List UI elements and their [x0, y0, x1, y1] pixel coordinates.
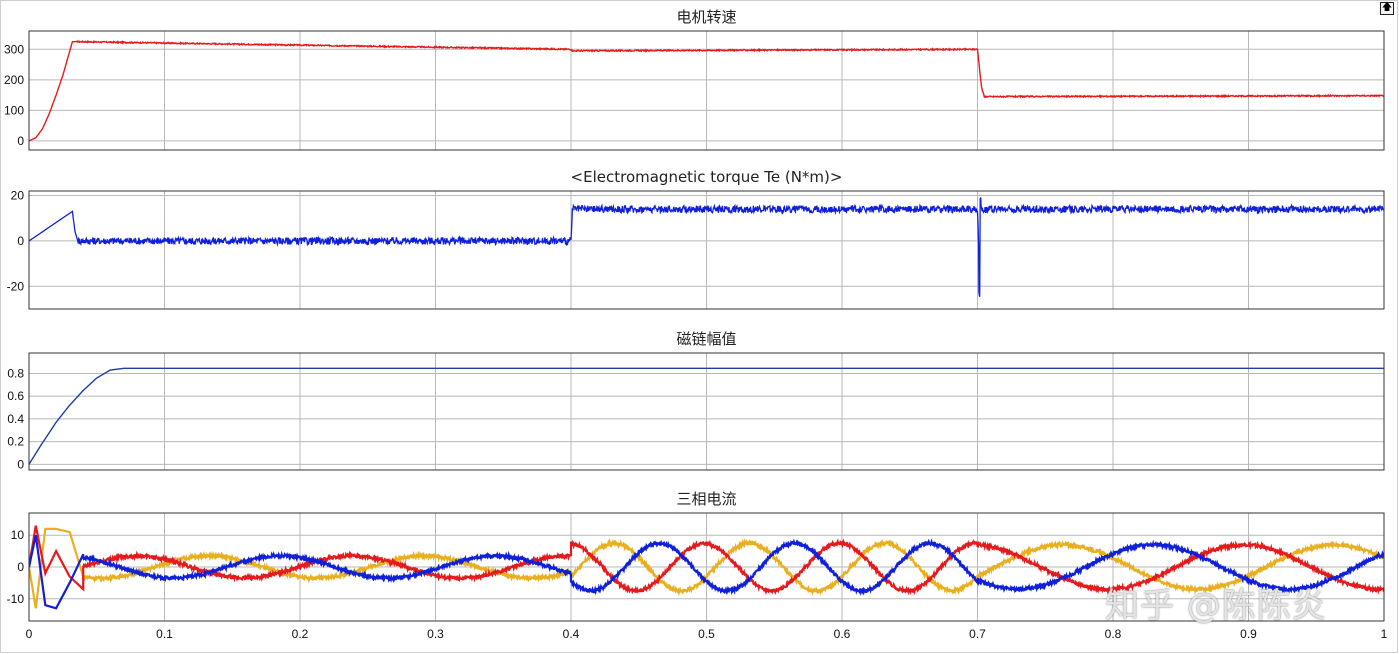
axes-border: [28, 190, 1385, 310]
x-tick-label: 0.9: [1240, 627, 1257, 641]
y-tick-label: 0: [17, 234, 24, 248]
y-tick-label: 0: [17, 457, 24, 471]
axes-panel-1: 电机转速 0 100 200 300: [4, 8, 1385, 151]
series-line-3-1: [29, 367, 1384, 465]
axes-title-4: 三相电流: [676, 490, 736, 508]
x-tick-label: 0.8: [1105, 627, 1122, 641]
y-tick-label: -20: [7, 279, 25, 293]
y-tick-label: 10: [11, 528, 25, 542]
restore-up-arrow-icon[interactable]: 🡅: [1380, 2, 1394, 15]
axes-panel-4: 三相电流 -10 0 10 0 0.1 0.2 0.3 0.4 0.5 0.6 0.7 0.8 0.9 1: [7, 490, 1388, 641]
series-line-4-3: [29, 534, 1384, 610]
axes-title-1: 电机转速: [676, 8, 736, 26]
axes-title-2: <Electromagnetic torque Te (N*m)>: [571, 168, 843, 186]
y-tick-label: 0.4: [7, 412, 24, 426]
y-tick-label: 300: [4, 42, 24, 56]
x-tick-label: 0.4: [563, 627, 580, 641]
series-line-2-1: [29, 197, 1384, 297]
y-tick-label: 0.8: [7, 366, 24, 380]
y-tick-label: 0: [17, 560, 24, 574]
y-tick-label: 200: [4, 73, 24, 87]
x-tick-label: 0.2: [292, 627, 309, 641]
x-tick-label: 0: [26, 627, 33, 641]
y-tick-label: 0.6: [7, 389, 24, 403]
y-tick-label: 0.2: [7, 435, 24, 449]
x-tick-label: 0.3: [427, 627, 444, 641]
y-tick-label: -10: [7, 592, 25, 606]
watermark-text: 知乎 @陈陈炎: [1105, 586, 1327, 626]
axes-panel-3: 磁链幅值 0 0.2 0.4 0.6 0.8: [7, 330, 1385, 471]
x-tick-label: 0.1: [156, 627, 173, 641]
y-tick-label: 0: [17, 134, 24, 148]
series-line-1-1: [29, 39, 1384, 142]
x-tick-label: 1: [1381, 627, 1388, 641]
axes-title-3: 磁链幅值: [676, 330, 736, 348]
x-tick-label: 0.7: [969, 627, 986, 641]
axes-border: [28, 512, 1385, 622]
y-tick-label: 100: [4, 103, 24, 117]
x-tick-label: 0.5: [698, 627, 715, 641]
axes-border: [28, 30, 1385, 151]
axes-border: [28, 352, 1385, 471]
series-line-4-1: [29, 527, 1384, 609]
axes-panel-2: <Electromagnetic torque Te (N*m)> -20 0 20: [7, 168, 1385, 310]
y-tick-label: 20: [11, 189, 25, 203]
series-line-4-2: [29, 525, 1384, 596]
x-tick-label: 0.6: [834, 627, 851, 641]
